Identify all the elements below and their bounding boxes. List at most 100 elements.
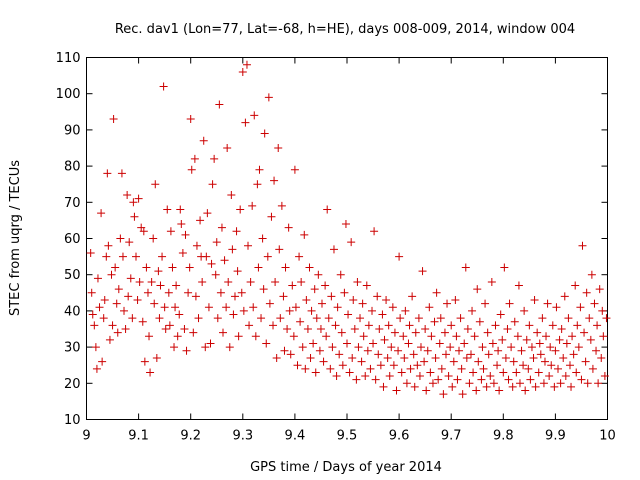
- data-point-marker: [332, 372, 341, 381]
- x-tick-label: 9.9: [545, 429, 566, 444]
- data-point-marker: [305, 263, 314, 272]
- data-point-marker: [551, 346, 560, 355]
- data-point-marker: [222, 303, 231, 312]
- data-point-marker: [582, 288, 591, 297]
- data-point-marker: [203, 209, 212, 218]
- data-point-marker: [384, 321, 393, 330]
- data-point-marker: [109, 115, 118, 124]
- data-point-marker: [457, 364, 466, 373]
- data-point-marker: [599, 332, 608, 341]
- data-point-marker: [340, 288, 349, 297]
- data-point-marker: [336, 270, 345, 279]
- data-point-marker: [536, 350, 545, 359]
- data-point-marker: [184, 288, 193, 297]
- data-point-marker: [310, 285, 319, 294]
- data-point-marker: [158, 252, 167, 261]
- data-point-marker: [399, 332, 408, 341]
- data-point-marker: [216, 288, 225, 297]
- y-tick-label: 20: [64, 377, 81, 392]
- chart-title: Rec. dav1 (Lon=77, Lat=-68, h=HE), days …: [115, 22, 575, 37]
- data-point-marker: [236, 205, 245, 214]
- data-point-marker: [242, 60, 251, 69]
- data-point-marker: [394, 346, 403, 355]
- data-point-marker: [443, 299, 452, 308]
- data-point-marker: [352, 375, 361, 384]
- data-point-marker: [329, 245, 338, 254]
- data-point-marker: [434, 375, 443, 384]
- data-point-marker: [595, 285, 604, 294]
- data-point-marker: [271, 277, 280, 286]
- data-point-marker: [423, 346, 432, 355]
- data-point-marker: [474, 357, 483, 366]
- data-point-marker: [165, 321, 174, 330]
- data-point-marker: [494, 346, 503, 355]
- data-point-marker: [130, 212, 139, 221]
- data-point-marker: [202, 252, 211, 261]
- data-point-marker: [527, 343, 536, 352]
- data-point-marker: [326, 364, 335, 373]
- data-point-marker: [513, 332, 522, 341]
- data-point-marker: [515, 379, 524, 388]
- data-point-marker: [311, 368, 320, 377]
- data-point-marker: [160, 303, 169, 312]
- x-tick-label: 9.6: [389, 429, 410, 444]
- data-point-marker: [520, 306, 529, 315]
- data-point-marker: [175, 310, 184, 319]
- data-point-marker: [524, 364, 533, 373]
- data-point-marker: [364, 321, 373, 330]
- data-point-marker: [289, 332, 298, 341]
- data-point-marker: [395, 252, 404, 261]
- data-point-marker: [189, 328, 198, 337]
- data-point-marker: [228, 245, 237, 254]
- data-point-marker: [117, 169, 126, 178]
- data-point-marker: [411, 328, 420, 337]
- data-point-marker: [456, 314, 465, 323]
- x-tick-label: 10: [599, 429, 616, 444]
- data-point-marker: [357, 357, 366, 366]
- data-point-marker: [507, 343, 516, 352]
- data-point-marker: [100, 296, 109, 305]
- data-point-marker: [453, 375, 462, 384]
- data-point-marker: [361, 372, 370, 381]
- data-point-marker: [430, 317, 439, 326]
- data-point-marker: [93, 274, 102, 283]
- data-point-marker: [503, 325, 512, 333]
- data-point-marker: [500, 263, 509, 272]
- data-point-marker: [86, 248, 95, 257]
- data-point-marker: [142, 263, 151, 272]
- data-point-marker: [517, 346, 526, 355]
- data-point-marker: [451, 296, 460, 305]
- data-point-marker: [98, 357, 107, 366]
- x-axis-title: GPS time / Days of year 2014: [250, 460, 442, 475]
- data-point-marker: [426, 368, 435, 377]
- data-point-marker: [229, 310, 238, 319]
- data-point-marker: [482, 382, 491, 391]
- data-point-marker: [561, 372, 570, 381]
- data-point-marker: [540, 357, 549, 366]
- data-point-marker: [108, 321, 117, 330]
- data-point-marker: [245, 321, 254, 330]
- data-point-marker: [227, 191, 236, 200]
- data-point-marker: [224, 277, 233, 286]
- data-point-marker: [388, 303, 397, 312]
- data-point-marker: [498, 335, 507, 344]
- data-point-marker: [181, 230, 190, 239]
- data-point-marker: [439, 390, 448, 399]
- data-point-marker: [447, 321, 456, 330]
- data-point-marker: [366, 364, 375, 373]
- data-point-marker: [253, 180, 262, 189]
- data-point-marker: [478, 343, 487, 352]
- data-point-marker: [425, 303, 434, 312]
- data-point-marker: [303, 325, 312, 333]
- data-point-marker: [317, 299, 326, 308]
- data-point-marker: [559, 353, 568, 362]
- data-point-marker: [554, 364, 563, 373]
- data-point-marker: [145, 332, 154, 341]
- data-point-marker: [418, 267, 427, 276]
- data-point-marker: [359, 332, 368, 341]
- data-point-marker: [212, 238, 221, 247]
- data-point-marker: [178, 248, 187, 257]
- data-point-marker: [324, 314, 333, 323]
- data-point-marker: [390, 328, 399, 337]
- data-point-marker: [525, 321, 534, 330]
